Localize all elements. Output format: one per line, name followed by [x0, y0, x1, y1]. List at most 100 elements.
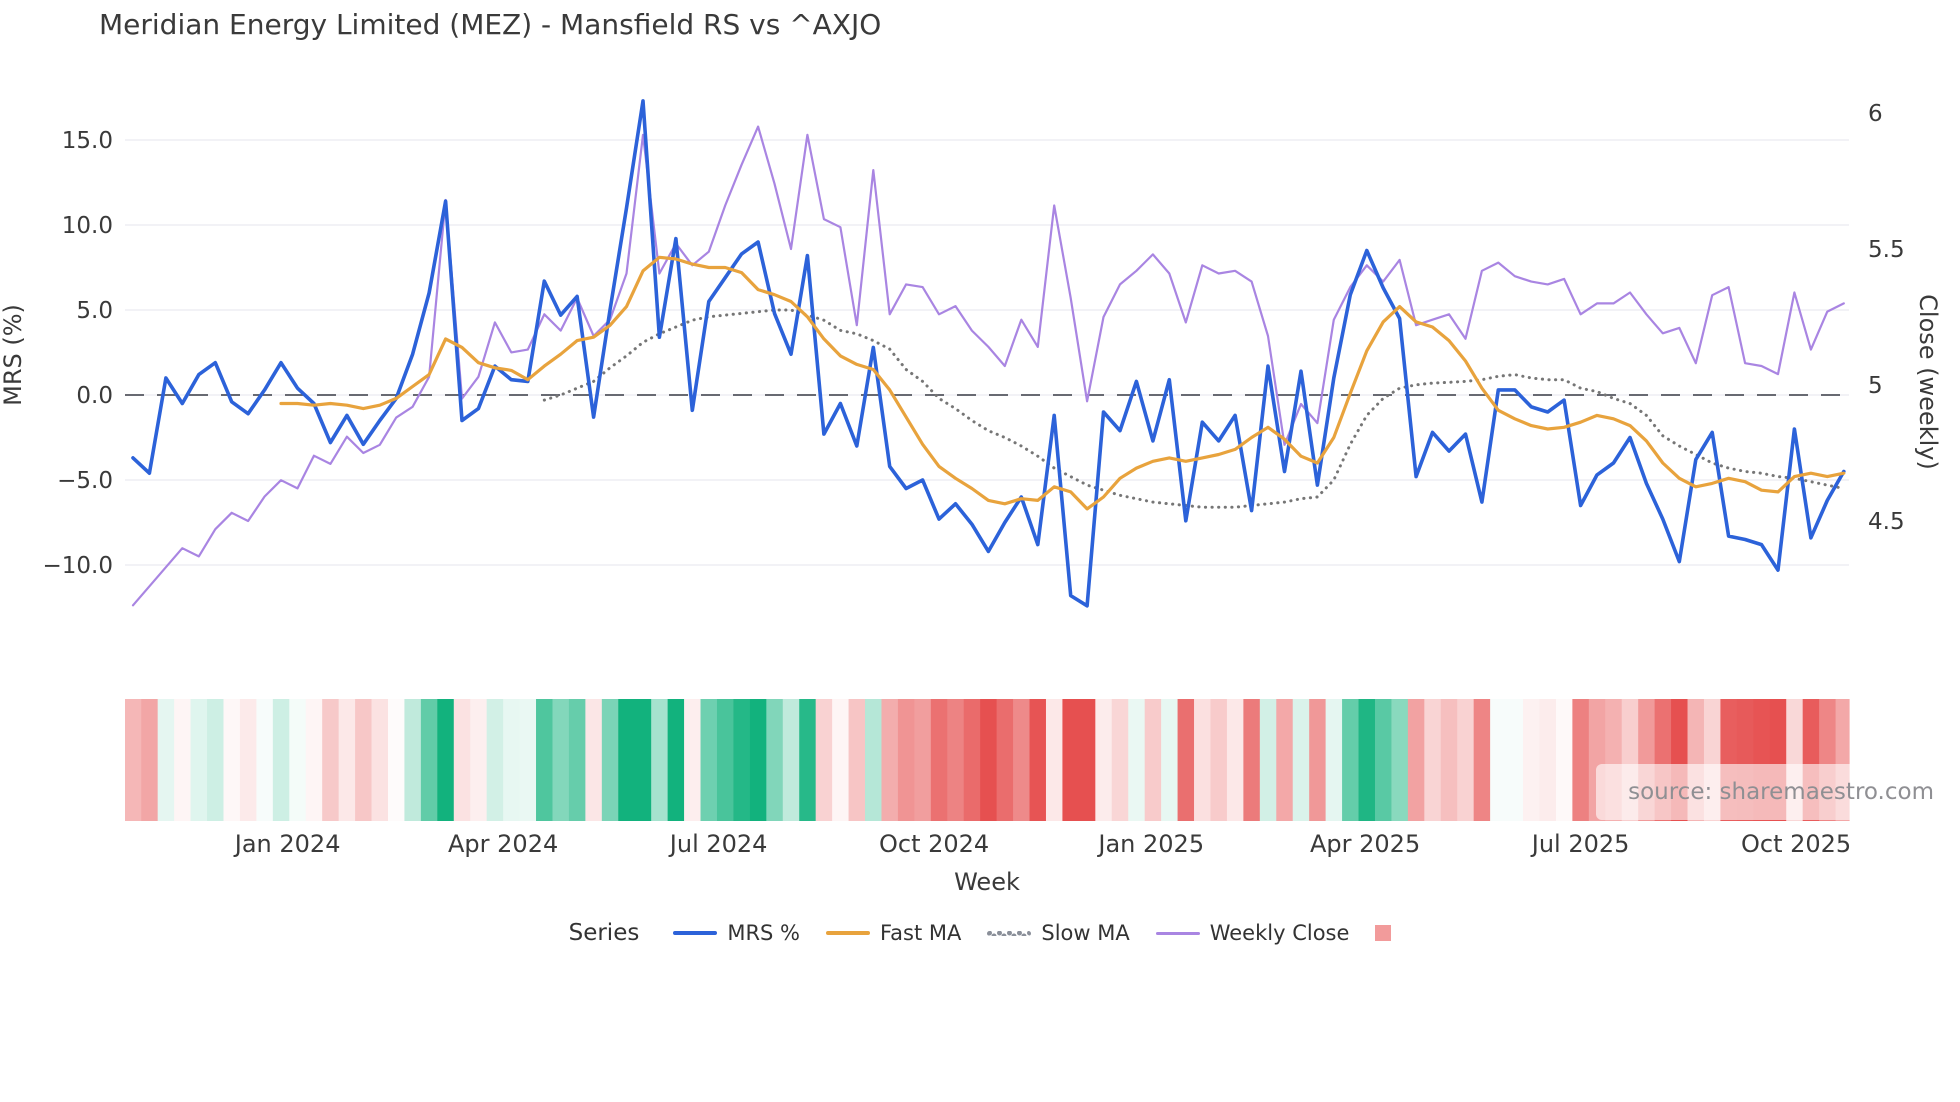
- legend-item-label: Weekly Close: [1209, 921, 1350, 945]
- heatmap-cell: [585, 699, 603, 821]
- heatmap-cell: [634, 699, 652, 821]
- legend-title: Series: [568, 920, 640, 946]
- y-left-tick-label: 10.0: [62, 213, 113, 239]
- heatmap-cell: [618, 699, 636, 821]
- x-axis-label: Week: [954, 868, 1020, 896]
- heatmap-cell: [1523, 699, 1541, 821]
- x-tick-label: Jan 2024: [233, 830, 341, 858]
- heatmap-cell: [749, 699, 767, 821]
- heatmap-cell: [733, 699, 751, 821]
- heatmap-cell: [897, 699, 915, 821]
- heatmap-cell: [684, 699, 702, 821]
- heatmap-cell: [568, 699, 586, 821]
- heatmap-cell: [1358, 699, 1376, 821]
- heatmap-cell: [848, 699, 866, 821]
- heatmap-cell: [1342, 699, 1360, 821]
- y-right-tick-label: 4.5: [1868, 509, 1905, 535]
- heatmap-cell: [700, 699, 718, 821]
- heatmap-cell: [947, 699, 965, 821]
- heatmap-cell: [1243, 699, 1261, 821]
- x-tick-label: Jul 2025: [1530, 830, 1630, 858]
- heatmap-cell: [667, 699, 685, 821]
- source-watermark-text: source: sharemaestro.com: [1628, 779, 1934, 805]
- legend-item-weekly-close: Weekly Close: [1155, 921, 1350, 945]
- x-tick-label: Oct 2025: [1741, 830, 1851, 858]
- slow-ma-line: [542, 308, 1846, 509]
- heatmap-cell: [453, 699, 471, 821]
- heatmap-cell: [1226, 699, 1244, 821]
- heatmap-cell: [174, 699, 192, 821]
- heatmap-cell: [1144, 699, 1162, 821]
- heatmap-cell: [125, 699, 142, 821]
- heatmap-cell: [1095, 699, 1113, 821]
- heatmap-cell: [272, 699, 290, 821]
- heatmap-cell: [1292, 699, 1310, 821]
- fast-ma-line: [279, 255, 1846, 511]
- heatmap-cell: [1029, 699, 1047, 821]
- legend-item-label: Slow MA: [1041, 921, 1130, 945]
- heatmap-cell: [1490, 699, 1508, 821]
- heatmap-cell: [486, 699, 504, 821]
- heatmap-cell: [1506, 699, 1524, 821]
- weekly-close-line-swatch-icon: [1155, 931, 1200, 935]
- heatmap-cell: [1194, 699, 1212, 821]
- y-right-tick-label: 6: [1868, 101, 1883, 127]
- heatmap-cell: [914, 699, 932, 821]
- heatmap-cell: [799, 699, 817, 821]
- heatmap-cell: [1539, 699, 1557, 821]
- slow-ma-dotted-swatch-icon: [987, 930, 1032, 936]
- x-tick-label: Jan 2025: [1096, 830, 1204, 858]
- heatmap-cell: [289, 699, 307, 821]
- x-tick-label: Jul 2024: [668, 830, 768, 858]
- heatmap-cell: [832, 699, 850, 821]
- heatmap-cell: [1177, 699, 1195, 821]
- heatmap-swatch-icon: [1375, 925, 1392, 941]
- heatmap-cell: [1473, 699, 1491, 821]
- legend-item-label: Fast MA: [880, 921, 962, 945]
- heatmap-cell: [651, 699, 669, 821]
- heatmap-cell: [1424, 699, 1442, 821]
- weekly-close-line: [131, 125, 1845, 607]
- y-right-tick-label: 5: [1868, 373, 1883, 399]
- heatmap-cell: [141, 699, 159, 821]
- heatmap-cell: [1440, 699, 1458, 821]
- heatmap-cell: [1572, 699, 1590, 821]
- heatmap-cell: [1045, 699, 1064, 821]
- heatmap-cell: [930, 699, 948, 821]
- heatmap-cell: [1078, 699, 1096, 821]
- heatmap-cell: [552, 699, 570, 821]
- y-left-tick-label: −10.0: [43, 553, 113, 579]
- legend-item-heatmap: [1375, 925, 1392, 941]
- heatmap-cell: [190, 699, 208, 821]
- heatmap-cell: [1062, 699, 1080, 821]
- y-left-tick-label: −5.0: [57, 468, 113, 494]
- heatmap-cell: [1309, 699, 1327, 821]
- heatmap-cell: [766, 699, 784, 821]
- mrs-line: [131, 99, 1846, 608]
- heatmap-cell: [503, 699, 521, 821]
- heatmap-cell: [1555, 699, 1573, 821]
- heatmap-cell: [815, 699, 833, 821]
- heatmap-cell: [470, 699, 488, 821]
- heatmap-cell: [1276, 699, 1294, 821]
- legend-item-label: MRS %: [727, 921, 800, 945]
- heatmap-cell: [1259, 699, 1277, 821]
- heatmap-cell: [256, 699, 274, 821]
- y-left-tick-label: 15.0: [62, 128, 113, 154]
- heatmap-cell: [223, 699, 241, 821]
- heatmap-cell: [996, 699, 1014, 821]
- x-tick-label: Apr 2024: [448, 830, 558, 858]
- heatmap-cell: [387, 699, 406, 821]
- heatmap-cell: [1128, 699, 1146, 821]
- heatmap-cell: [1374, 699, 1393, 821]
- heatmap-cell: [601, 699, 619, 821]
- heatmap-cell: [322, 699, 340, 821]
- heatmap-cell: [1391, 699, 1409, 821]
- legend-item-fast-ma: Fast MA: [826, 921, 961, 945]
- heatmap-cell: [1325, 699, 1343, 821]
- heatmap-cell: [1161, 699, 1179, 821]
- heatmap-cell: [1407, 699, 1425, 821]
- x-tick-label: Apr 2025: [1310, 830, 1420, 858]
- heatmap-cell: [963, 699, 981, 821]
